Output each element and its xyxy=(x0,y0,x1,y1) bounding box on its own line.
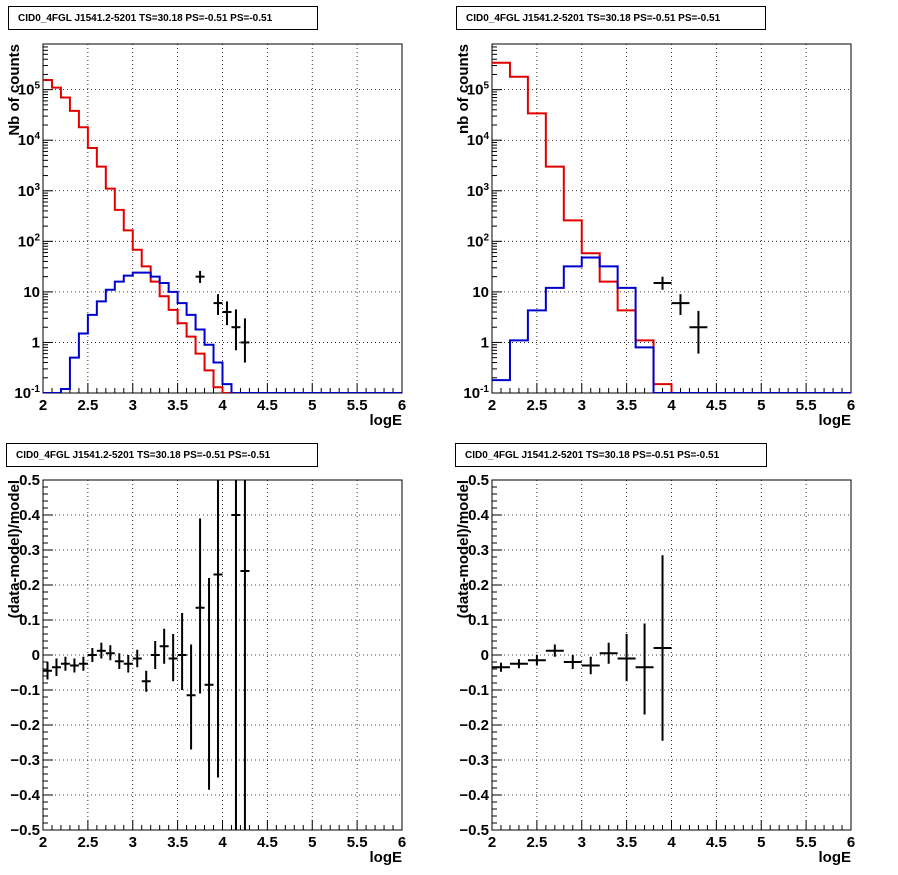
y-tick-label: 10-1 xyxy=(463,384,489,402)
x-tick-label: 2 xyxy=(488,834,496,851)
y-tick-label: −0.1 xyxy=(10,682,40,699)
y-tick-label: 10 xyxy=(472,284,489,301)
y-tick-label: −0.1 xyxy=(459,682,489,699)
y-tick-label: 0.2 xyxy=(19,577,40,594)
x-axis-title: logE xyxy=(819,412,852,429)
x-tick-label: 4.5 xyxy=(706,834,727,851)
y-tick-label: −0.2 xyxy=(10,717,40,734)
y-tick-label: 0.4 xyxy=(19,507,41,524)
series-2-step-line xyxy=(492,256,851,393)
panel-3: 2 2.5 3 3.5 4 4.5 5 5.5 6 −0.5 −0.4 −0.3 −0.2 −0.1 0 0.… xyxy=(6,472,406,866)
x-tick-label: 4 xyxy=(218,397,227,414)
x-tick-label: 5 xyxy=(757,397,765,414)
x-axis-title: logE xyxy=(370,412,403,429)
x-axis-title: logE xyxy=(370,849,403,866)
x-tick-label: 3 xyxy=(129,397,137,414)
x-tick-label: 4 xyxy=(667,397,676,414)
plot-area xyxy=(492,555,672,741)
x-tick-label: 5 xyxy=(757,834,765,851)
plot-area xyxy=(492,61,851,393)
y-tick-label: 105 xyxy=(18,81,41,99)
x-tick-label: 5.5 xyxy=(796,397,817,414)
x-tick-label: 5.5 xyxy=(347,397,368,414)
y-tick-label: 10 xyxy=(23,284,40,301)
y-tick-label: 103 xyxy=(467,182,490,200)
x-tick-label: 2.5 xyxy=(526,834,547,851)
panel-4: 2 2.5 3 3.5 4 4.5 5 5.5 6 −0.5 −0.4 −0.3 −0.2 −0.1 0 0.… xyxy=(455,472,855,866)
y-tick-label: −0.3 xyxy=(459,752,489,769)
panel-3-title: CID0_4FGL J1541.2-5201 TS=30.18 PS=-0.51… xyxy=(6,443,318,467)
panel-2-title: CID0_4FGL J1541.2-5201 TS=30.18 PS=-0.51… xyxy=(456,6,766,30)
y-tick-label: −0.2 xyxy=(459,717,489,734)
y-tick-label: 102 xyxy=(18,232,41,250)
plot-area xyxy=(43,79,402,393)
panel-4-title: CID0_4FGL J1541.2-5201 TS=30.18 PS=-0.51… xyxy=(455,443,767,467)
y-tick-label: 102 xyxy=(467,232,490,250)
y-tick-label: −0.5 xyxy=(10,822,40,839)
x-tick-label: 4 xyxy=(218,834,227,851)
y-axis-title: (data-model)/model xyxy=(6,480,23,618)
x-tick-label: 2 xyxy=(488,397,496,414)
x-tick-label: 3.5 xyxy=(167,834,188,851)
x-tick-label: 6 xyxy=(398,397,406,414)
y-tick-label: −0.4 xyxy=(10,787,40,804)
x-tick-label: 4 xyxy=(667,834,676,851)
y-tick-label: 0.1 xyxy=(468,612,489,629)
series-1-step-line xyxy=(43,79,402,393)
panel-1: 2 2.5 3 3.5 4 4.5 5 5.5 6 10-1 1 10 102 103 104 105 logE… xyxy=(6,43,406,429)
x-tick-label: 4.5 xyxy=(706,397,727,414)
x-tick-label: 3.5 xyxy=(167,397,188,414)
y-tick-label: −0.3 xyxy=(10,752,40,769)
y-tick-label: 0 xyxy=(32,647,40,664)
y-axis-title: nb of counts xyxy=(455,44,472,134)
x-tick-label: 5 xyxy=(308,834,316,851)
x-tick-label: 2.5 xyxy=(526,397,547,414)
y-tick-label: 0.3 xyxy=(19,542,40,559)
y-tick-label: 1 xyxy=(32,334,40,351)
x-tick-label: 2.5 xyxy=(77,834,98,851)
y-tick-label: 104 xyxy=(18,131,41,149)
y-tick-label: 0.2 xyxy=(468,577,489,594)
x-tick-label: 5.5 xyxy=(347,834,368,851)
y-axis-title: Nb of counts xyxy=(6,44,23,136)
y-tick-label: 0.4 xyxy=(468,507,490,524)
y-tick-label: 105 xyxy=(467,81,490,99)
y-tick-label: 104 xyxy=(467,131,490,149)
y-tick-label: 0.3 xyxy=(468,542,489,559)
x-axis-title: logE xyxy=(819,849,852,866)
x-tick-label: 3.5 xyxy=(616,397,637,414)
x-tick-label: 5.5 xyxy=(796,834,817,851)
x-tick-label: 3.5 xyxy=(616,834,637,851)
y-tick-label: 0.5 xyxy=(468,472,489,489)
y-tick-label: 10-1 xyxy=(14,384,40,402)
plot-area xyxy=(43,480,250,830)
series-2-step-line xyxy=(43,271,402,393)
y-tick-label: 1 xyxy=(481,334,489,351)
x-tick-label: 2.5 xyxy=(77,397,98,414)
x-tick-label: 5 xyxy=(308,397,316,414)
x-tick-label: 4.5 xyxy=(257,834,278,851)
x-tick-label: 4.5 xyxy=(257,397,278,414)
y-tick-label: 103 xyxy=(18,182,41,200)
x-tick-label: 6 xyxy=(847,834,855,851)
y-tick-label: −0.4 xyxy=(459,787,489,804)
y-axis-title: (data-model)/model xyxy=(455,480,472,618)
panel-1-title: CID0_4FGL J1541.2-5201 TS=30.18 PS=-0.51… xyxy=(8,6,318,30)
x-tick-label: 3 xyxy=(129,834,137,851)
y-tick-label: 0 xyxy=(481,647,489,664)
x-tick-label: 6 xyxy=(398,834,406,851)
x-tick-label: 2 xyxy=(39,397,47,414)
x-tick-label: 3 xyxy=(578,834,586,851)
y-tick-label: 0.5 xyxy=(19,472,40,489)
x-tick-label: 3 xyxy=(578,397,586,414)
y-tick-label: 0.1 xyxy=(19,612,40,629)
panel-2: 2 2.5 3 3.5 4 4.5 5 5.5 6 10-1 1 10 102 103 104 105 logE… xyxy=(455,43,855,429)
y-tick-label: −0.5 xyxy=(459,822,489,839)
x-tick-label: 6 xyxy=(847,397,855,414)
x-tick-label: 2 xyxy=(39,834,47,851)
